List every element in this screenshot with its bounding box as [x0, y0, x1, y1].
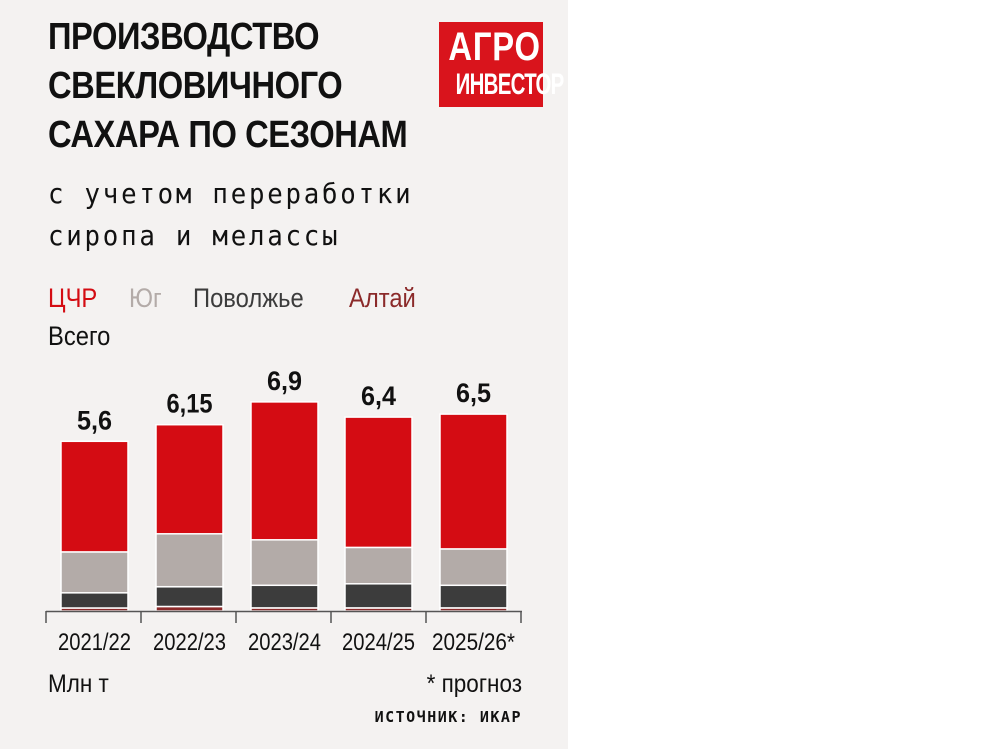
bar-segment: [250, 584, 319, 609]
legend-item-povolzhye: Поволжье: [193, 283, 304, 313]
chart-panel: ПРОИЗВОДСТВО СВЕКЛОВИЧНОГО САХАРА ПО СЕЗ…: [0, 0, 568, 749]
bar-segment: [439, 584, 508, 609]
chart-subtitle-line-1: с учетом переработки: [48, 177, 414, 210]
bar-total-label: 6,5: [456, 378, 491, 408]
x-tick-label: 2021/22: [58, 629, 131, 656]
bar-segment: [344, 416, 413, 549]
legend-item-cchr: ЦЧР: [48, 283, 98, 313]
chart-title-line-2: СВЕКЛОВИЧНОГО: [48, 65, 343, 107]
legend-item-altai: Алтай: [349, 283, 416, 313]
bar-segment: [439, 548, 508, 587]
bar-segment: [155, 423, 224, 535]
bar-segment: [344, 546, 413, 585]
chart-title-line-3: САХАРА ПО СЕЗОНАМ: [48, 114, 408, 156]
bar-segment: [60, 440, 129, 553]
stacked-bar-chart: 5,6 2021/22 6,15 2022/23 6,9 2023/24 6,4 2024/2…: [45, 366, 522, 656]
bar-segment: [439, 413, 508, 550]
x-tick-label: 2025/26*: [432, 629, 515, 656]
bar-segment: [250, 401, 319, 541]
chart-title-line-1: ПРОИЗВОДСТВО: [48, 16, 320, 58]
logo-line-2: ИНВЕСТОР: [455, 68, 565, 101]
bar-total-label: 6,9: [267, 366, 302, 396]
bar-segment: [155, 532, 224, 588]
x-tick-label: 2024/25: [342, 629, 415, 656]
legend-item-total: Всего: [48, 321, 111, 351]
bar-segment: [60, 551, 129, 594]
agroinvestor-logo: АГРО ИНВЕСТОР: [439, 22, 565, 107]
x-tick-label: 2023/24: [248, 629, 321, 656]
bar-segment: [250, 539, 319, 587]
bar-segment: [60, 592, 129, 609]
chart-subtitle-line-2: сиропа и мелассы: [48, 219, 341, 252]
bar-segment: [155, 586, 224, 608]
forecast-note: * прогноз: [426, 670, 522, 698]
source-label: ИСТОЧНИК: ИКАР: [374, 708, 522, 726]
bar-total-label: 6,4: [361, 381, 396, 411]
unit-label: Млн т: [48, 670, 109, 698]
legend-item-yug: Юг: [129, 283, 162, 313]
logo-line-1: АГРО: [448, 25, 541, 69]
bar-total-label: 5,6: [77, 405, 112, 435]
x-tick-label: 2022/23: [153, 629, 226, 656]
bar-total-label: 6,15: [167, 389, 213, 419]
bar-segment: [344, 582, 413, 609]
